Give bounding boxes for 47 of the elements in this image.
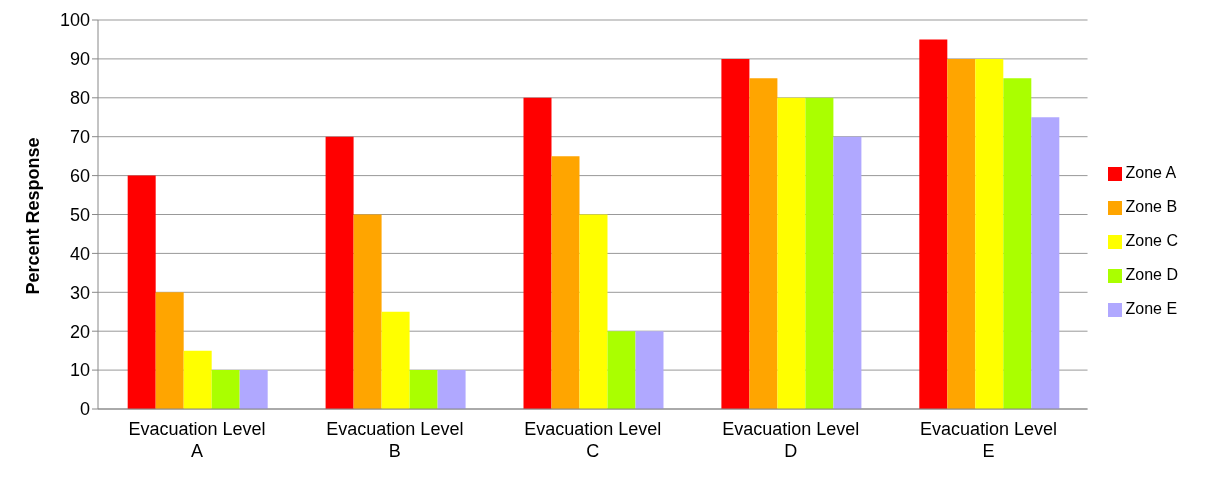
bar: [607, 331, 636, 409]
y-tick-label: 90: [69, 49, 90, 70]
bar: [805, 97, 834, 409]
y-tick-label: 80: [69, 88, 90, 109]
y-axis-title: Percent Response: [23, 137, 44, 295]
bar: [523, 97, 552, 409]
legend-label: Zone D: [1125, 266, 1178, 283]
bar: [127, 175, 156, 409]
x-tick-label: Evacuation Level E: [920, 419, 1058, 461]
y-tick-label: 100: [59, 10, 90, 31]
y-tick-label: 70: [69, 127, 90, 148]
bar: [183, 350, 212, 409]
bar: [777, 97, 806, 409]
bar: [635, 331, 664, 409]
y-tick-label: 30: [69, 282, 90, 303]
legend-label: Zone B: [1125, 198, 1178, 215]
bar: [551, 156, 580, 409]
y-tick-label: 20: [69, 321, 90, 342]
x-tick-label: Evacuation Level B: [326, 419, 464, 461]
x-tick-label: Evacuation Level A: [128, 419, 266, 461]
bar: [975, 58, 1004, 409]
x-tick-label: Evacuation Level C: [524, 419, 662, 461]
bar: [437, 370, 466, 409]
bar: [239, 370, 268, 409]
bar: [155, 292, 184, 409]
bar: [353, 214, 382, 409]
bar: [325, 136, 354, 409]
y-tick-label: 10: [69, 360, 90, 381]
bar: [749, 78, 778, 409]
bar: [211, 370, 240, 409]
legend-label: Zone C: [1125, 232, 1178, 249]
bar: [919, 39, 948, 409]
x-tick-label: Evacuation Level D: [722, 419, 860, 461]
bar: [1003, 78, 1032, 409]
legend-label: Zone A: [1125, 164, 1177, 181]
bar: [721, 58, 750, 409]
bar: [409, 370, 438, 409]
bar: [833, 136, 862, 409]
bar: [947, 58, 976, 409]
y-tick-label: 0: [79, 399, 90, 420]
bar: [1031, 117, 1060, 409]
y-tick-label: 40: [69, 243, 90, 264]
bar: [579, 214, 608, 409]
y-tick-label: 60: [69, 165, 90, 186]
bar: [381, 311, 410, 409]
y-tick-label: 50: [69, 204, 90, 225]
legend-label: Zone E: [1125, 300, 1178, 317]
